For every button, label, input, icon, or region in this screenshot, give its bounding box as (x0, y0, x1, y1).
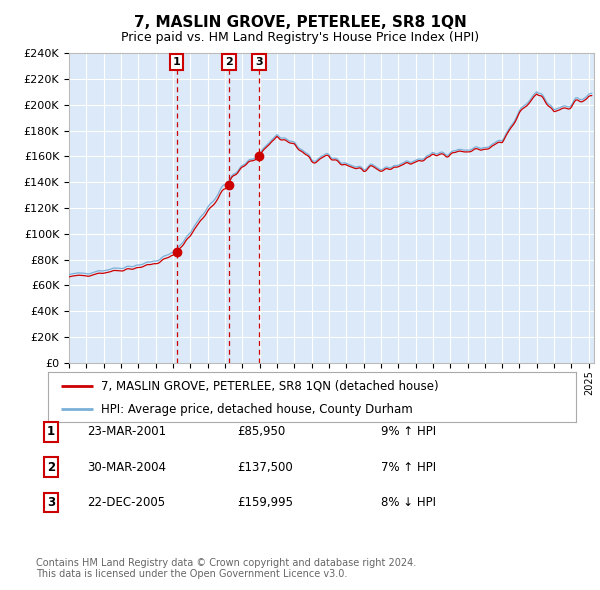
Text: 30-MAR-2004: 30-MAR-2004 (87, 461, 166, 474)
Text: 1: 1 (173, 57, 181, 67)
Text: £159,995: £159,995 (237, 496, 293, 509)
Text: £137,500: £137,500 (237, 461, 293, 474)
Text: 3: 3 (255, 57, 263, 67)
Text: 1: 1 (47, 425, 55, 438)
Text: Price paid vs. HM Land Registry's House Price Index (HPI): Price paid vs. HM Land Registry's House … (121, 31, 479, 44)
Text: 7, MASLIN GROVE, PETERLEE, SR8 1QN: 7, MASLIN GROVE, PETERLEE, SR8 1QN (134, 15, 466, 30)
Text: 7% ↑ HPI: 7% ↑ HPI (381, 461, 436, 474)
Text: 22-DEC-2005: 22-DEC-2005 (87, 496, 165, 509)
Text: 2: 2 (47, 461, 55, 474)
Text: 7, MASLIN GROVE, PETERLEE, SR8 1QN (detached house): 7, MASLIN GROVE, PETERLEE, SR8 1QN (deta… (101, 379, 439, 392)
Text: 3: 3 (47, 496, 55, 509)
Text: 8% ↓ HPI: 8% ↓ HPI (381, 496, 436, 509)
Text: 9% ↑ HPI: 9% ↑ HPI (381, 425, 436, 438)
Text: £85,950: £85,950 (237, 425, 285, 438)
Text: 2: 2 (225, 57, 233, 67)
Text: This data is licensed under the Open Government Licence v3.0.: This data is licensed under the Open Gov… (36, 569, 347, 579)
Text: HPI: Average price, detached house, County Durham: HPI: Average price, detached house, Coun… (101, 403, 413, 416)
Text: 23-MAR-2001: 23-MAR-2001 (87, 425, 166, 438)
Text: Contains HM Land Registry data © Crown copyright and database right 2024.: Contains HM Land Registry data © Crown c… (36, 558, 416, 568)
